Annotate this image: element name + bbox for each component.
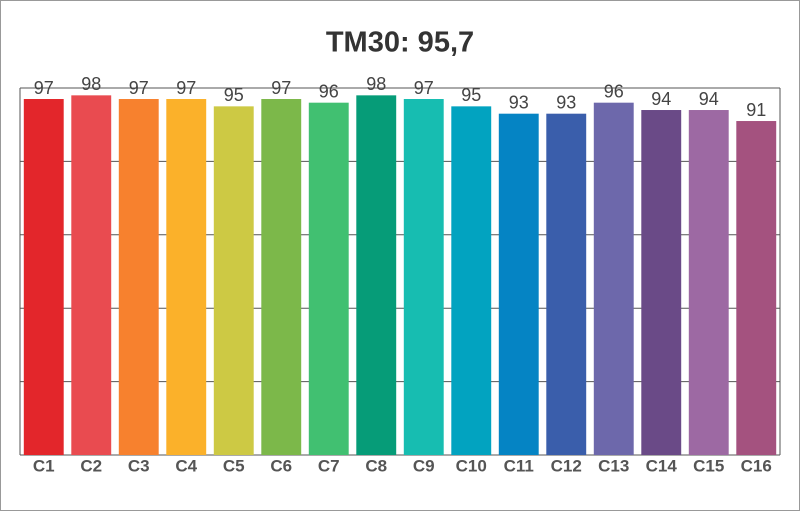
bar xyxy=(688,110,729,456)
x-tick-label: C5 xyxy=(223,456,245,475)
x-tick-label: C1 xyxy=(33,456,55,475)
x-tick-label: C2 xyxy=(80,456,102,475)
chart-title: TM30: 95,7 xyxy=(326,27,474,59)
bar xyxy=(546,113,587,455)
value-label: 94 xyxy=(651,89,671,109)
bar xyxy=(356,95,397,455)
value-label: 97 xyxy=(176,78,196,98)
x-tick-label: C3 xyxy=(128,456,150,475)
value-label: 97 xyxy=(414,78,434,98)
value-label: 93 xyxy=(556,92,576,112)
bar xyxy=(261,99,302,455)
bar xyxy=(451,106,492,455)
x-tick-label: C10 xyxy=(456,456,487,475)
bar xyxy=(593,102,634,456)
value-label: 98 xyxy=(81,74,101,94)
bar xyxy=(71,95,112,455)
bar xyxy=(736,121,777,455)
bar xyxy=(213,106,254,455)
value-label: 91 xyxy=(746,100,766,120)
x-tick-label: C13 xyxy=(598,456,629,475)
bar xyxy=(308,102,349,456)
bar xyxy=(118,99,159,455)
x-tick-label: C14 xyxy=(646,456,678,475)
x-tick-label: C4 xyxy=(175,456,197,475)
bar xyxy=(641,110,682,456)
value-label: 95 xyxy=(224,85,244,105)
value-label: 93 xyxy=(509,92,529,112)
x-tick-label: C6 xyxy=(270,456,292,475)
x-tick-label: C9 xyxy=(413,456,435,475)
bar xyxy=(403,99,444,455)
value-label: 97 xyxy=(34,78,54,98)
x-tick-label: C12 xyxy=(551,456,582,475)
x-tick-label: C8 xyxy=(365,456,387,475)
bar xyxy=(166,99,207,455)
value-label: 96 xyxy=(604,81,624,101)
x-tick-label: C16 xyxy=(741,456,772,475)
bar xyxy=(498,113,539,455)
x-tick-label: C7 xyxy=(318,456,340,475)
value-label: 97 xyxy=(129,78,149,98)
value-label: 94 xyxy=(699,89,719,109)
x-tick-label: C11 xyxy=(504,456,534,475)
value-label: 95 xyxy=(461,85,481,105)
value-label: 98 xyxy=(366,74,386,94)
x-tick-label: C15 xyxy=(693,456,724,475)
value-label: 96 xyxy=(319,81,339,101)
value-label: 97 xyxy=(271,78,291,98)
bar xyxy=(23,99,64,455)
